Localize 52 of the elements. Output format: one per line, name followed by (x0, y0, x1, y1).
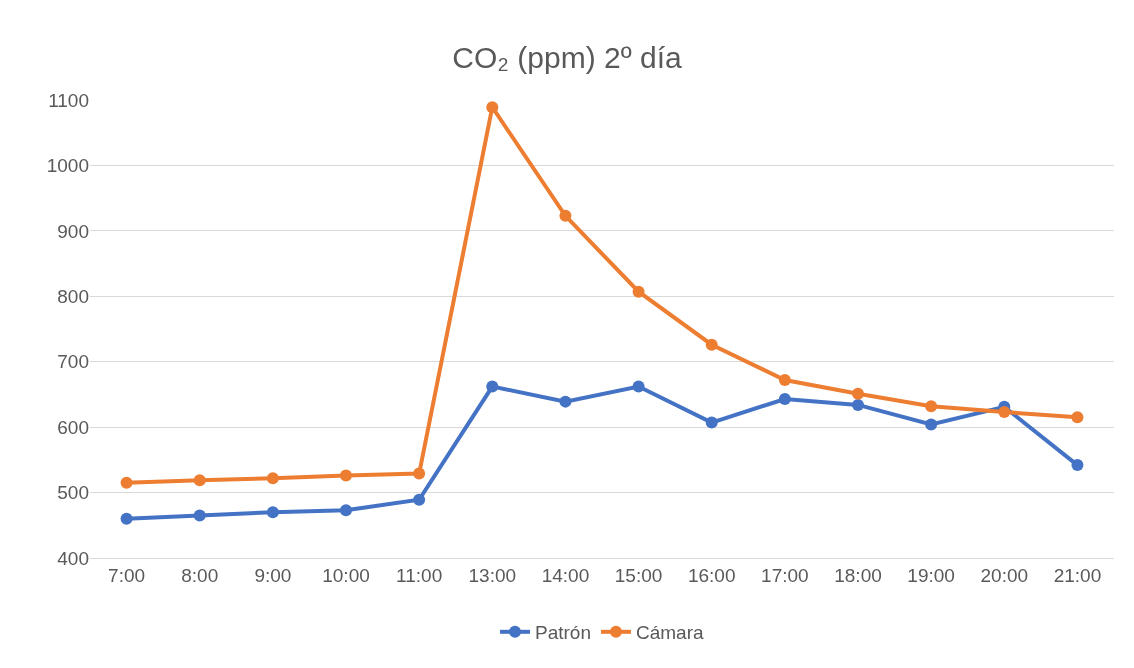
y-tick-label: 600 (57, 416, 89, 438)
point (925, 400, 938, 413)
point (266, 472, 279, 485)
y-tick-label: 800 (57, 285, 89, 307)
point (852, 398, 864, 411)
legend-label: Patrón (535, 622, 591, 644)
x-tick-label: 13:00 (468, 564, 517, 586)
point (559, 209, 572, 222)
point (193, 474, 206, 487)
point (340, 469, 352, 482)
x-tick-label: 15:00 (614, 564, 663, 586)
x-tick-label: 8:00 (181, 564, 219, 586)
point (340, 504, 352, 517)
point (778, 374, 791, 387)
x-tick-label: 9:00 (254, 564, 292, 586)
point (632, 285, 645, 298)
y-tick-label: 400 (57, 547, 89, 569)
x-tick-label: 20:00 (980, 564, 1029, 586)
point (852, 387, 864, 400)
legend-label: Cámara (635, 622, 704, 644)
x-tick-label: 17:00 (761, 564, 809, 586)
x-tick-label: 16:00 (687, 564, 736, 586)
x-tick-label: 18:00 (834, 564, 882, 586)
y-tick-label: 1100 (48, 89, 89, 111)
point (413, 467, 426, 480)
chart-title: CO₂ (ppm) 2º día (452, 40, 682, 74)
point (193, 509, 206, 522)
point (998, 406, 1011, 419)
x-tick-label: 11:00 (396, 564, 443, 586)
point (486, 380, 499, 393)
y-tick-label: 900 (57, 220, 89, 242)
point (1071, 411, 1084, 424)
point (778, 393, 791, 405)
y-tick-label: 700 (57, 351, 89, 373)
point (1071, 459, 1084, 472)
point (120, 512, 133, 525)
point (413, 493, 426, 506)
point (705, 338, 718, 351)
point (632, 380, 645, 393)
y-tick-label: 500 (57, 482, 89, 504)
point (120, 476, 133, 489)
point (705, 416, 718, 429)
y-tick-label: 1000 (46, 155, 89, 177)
point (266, 506, 279, 519)
point (486, 101, 499, 114)
x-tick-label: 7:00 (108, 564, 146, 586)
point (559, 395, 572, 408)
x-tick-label: 19:00 (907, 564, 955, 586)
x-tick-label: 14:00 (541, 564, 590, 586)
x-tick-label: 10:00 (322, 564, 370, 586)
x-tick-label: 21:00 (1053, 564, 1102, 586)
point (925, 418, 938, 431)
